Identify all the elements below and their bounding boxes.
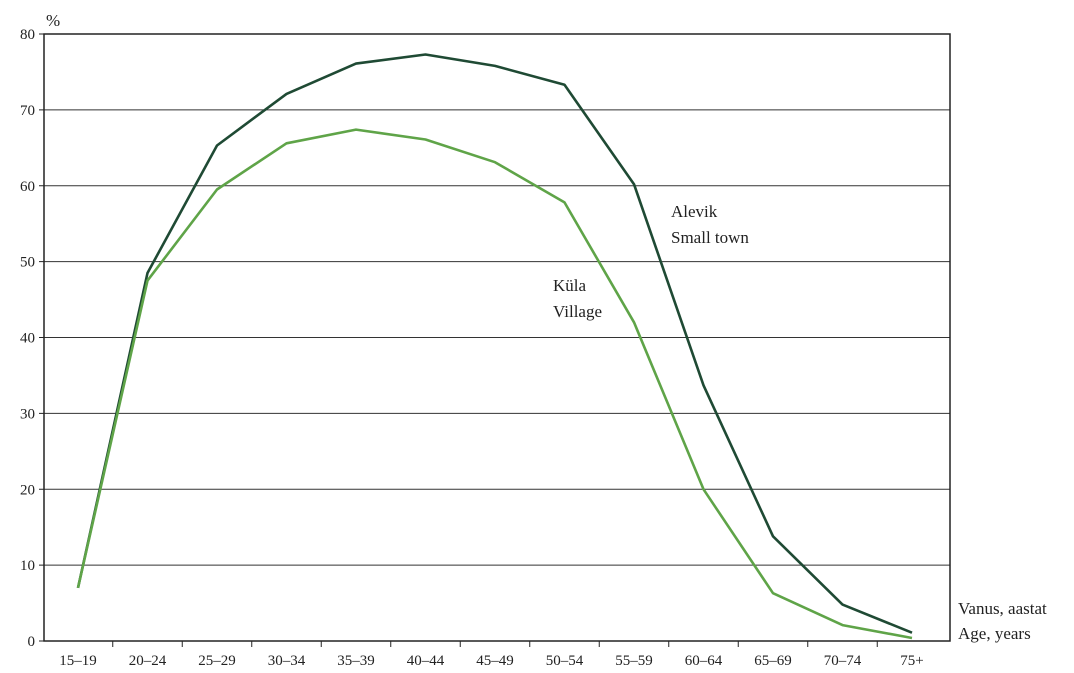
series-label-village-en: Village: [553, 302, 602, 321]
series-label-village-et: Küla: [553, 276, 587, 295]
x-axis: 15–19 20–24 25–29 30–34 35–39 40–44 45–49 50–54…: [59, 641, 924, 669]
x-axis-label-en: Age, years: [958, 624, 1031, 643]
x-tick-label: 20–24: [129, 653, 167, 669]
x-tick-label: 45–49: [476, 653, 514, 669]
y-axis: 0 10 20 30 40 50 60 70 80: [20, 27, 44, 650]
y-tick-label: 40: [20, 331, 35, 347]
series-lines: [76, 53, 913, 640]
y-tick-label: 60: [20, 179, 35, 195]
y-tick-label: 20: [20, 482, 35, 498]
x-tick-label: 50–54: [546, 653, 584, 669]
y-axis-unit-label: %: [46, 11, 60, 30]
series-label-small-town-en: Small town: [671, 228, 749, 247]
x-tick-label: 70–74: [824, 653, 862, 669]
series-line-0: [76, 53, 913, 634]
series-label-small-town-et: Alevik: [671, 202, 718, 221]
y-tick-label: 50: [20, 255, 35, 271]
x-tick-label: 15–19: [59, 653, 97, 669]
x-tick-label: 40–44: [407, 653, 445, 669]
x-tick-label: 60–64: [685, 653, 723, 669]
x-tick-label: 55–59: [615, 653, 653, 669]
y-tick-label: 0: [28, 634, 36, 650]
x-axis-label-et: Vanus, aastat: [958, 599, 1047, 618]
series-line-1: [76, 128, 913, 640]
x-tick-label: 30–34: [268, 653, 306, 669]
x-tick-label: 65–69: [754, 653, 792, 669]
x-tick-label: 35–39: [337, 653, 375, 669]
y-tick-label: 80: [20, 27, 35, 43]
y-tick-label: 30: [20, 406, 35, 422]
y-tick-label: 10: [20, 558, 35, 574]
y-tick-label: 70: [20, 103, 35, 119]
x-tick-label: 75+: [900, 653, 923, 669]
grid-lines: [44, 109, 950, 566]
x-tick-label: 25–29: [198, 653, 236, 669]
